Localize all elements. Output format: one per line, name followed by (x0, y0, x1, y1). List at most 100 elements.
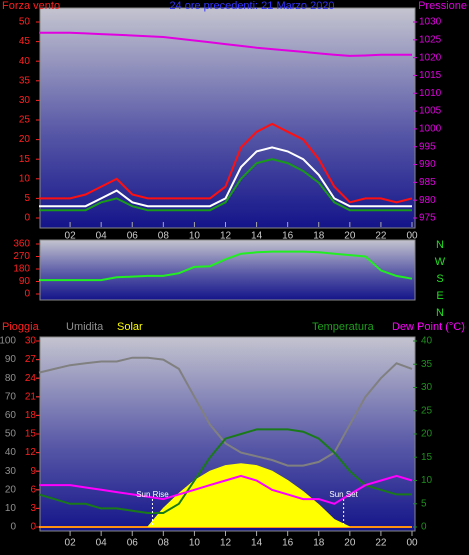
y-tick-label: 15 (19, 154, 31, 165)
series-line (39, 474, 413, 505)
y2-tick-label: 15 (421, 452, 433, 463)
y-tick-label: 35 (19, 75, 31, 86)
x-tick-label: 22 (375, 538, 387, 549)
x-tick-label: 02 (65, 538, 77, 549)
panel-direction (39, 239, 416, 301)
compass-label: N (436, 307, 444, 319)
y3-tick-label: 9 (30, 466, 36, 477)
y2-tick-label: 1005 (419, 106, 442, 117)
x-tick-label: 16 (282, 538, 294, 549)
y-tick-label: 25 (19, 115, 31, 126)
y2-tick-label: 1015 (419, 70, 442, 81)
legend-label: Pioggia (2, 321, 40, 333)
x-tick-label: 04 (96, 538, 108, 549)
series-line (39, 122, 413, 204)
compass-label: S (436, 273, 443, 285)
y-tick-label: 70 (5, 391, 17, 402)
wind-label: Forza vento (2, 0, 60, 12)
y3-tick-label: 21 (25, 391, 37, 402)
x-tick-label: 14 (251, 231, 263, 242)
x-tick-label: 22 (375, 231, 387, 242)
y-tick-label: 0 (24, 213, 30, 224)
y-tick-label: 5 (24, 193, 30, 204)
compass-label: N (436, 239, 444, 251)
y2-tick-label: 35 (421, 359, 433, 370)
series-line (38, 356, 413, 467)
annotation: Sun Rise (136, 490, 169, 499)
y3-tick-label: 27 (25, 354, 37, 365)
chart-title: 24 ore precedenti: 21 Marzo 2020 (169, 0, 334, 12)
y2-tick-label: 1000 (419, 124, 442, 135)
x-tick-label: 06 (127, 538, 139, 549)
x-tick-label: 08 (158, 538, 170, 549)
pressure-label: Pressione (418, 0, 467, 12)
y3-tick-label: 0 (30, 522, 36, 533)
y2-tick-label: 30 (421, 382, 433, 393)
y-tick-label: 40 (19, 56, 31, 67)
y-tick-label: 30 (5, 466, 17, 477)
compass-label: W (435, 256, 446, 268)
series-line (39, 31, 412, 57)
x-tick-label: 20 (344, 538, 356, 549)
y-tick-label: 80 (5, 373, 17, 384)
series-line (39, 250, 413, 282)
y-tick-label: 30 (19, 95, 31, 106)
x-tick-label: 12 (220, 538, 232, 549)
y2-tick-label: 10 (421, 475, 433, 486)
x-tick-label: 10 (189, 538, 201, 549)
y-tick-label: 0 (24, 289, 30, 300)
series-line (39, 158, 412, 212)
y3-tick-label: 24 (25, 373, 37, 384)
y2-tick-label: 1010 (419, 88, 442, 99)
y2-tick-label: 25 (421, 405, 433, 416)
x-tick-label: 14 (251, 538, 263, 549)
y2-tick-label: 990 (419, 159, 436, 170)
y3-tick-label: 15 (25, 429, 37, 440)
y2-tick-label: 975 (419, 213, 436, 224)
y2-tick-label: 5 (421, 498, 427, 509)
x-tick-label: 00 (406, 538, 418, 549)
y-tick-label: 50 (5, 429, 17, 440)
x-tick-label: 00 (406, 231, 418, 242)
legend-label: Solar (117, 321, 143, 333)
y-tick-label: 90 (5, 354, 17, 365)
y3-tick-label: 18 (25, 410, 37, 421)
y2-tick-label: 0 (421, 522, 427, 533)
legend-label: Umidita (66, 321, 104, 333)
y-tick-label: 90 (19, 276, 31, 287)
y2-tick-label: 20 (421, 429, 433, 440)
y-tick-label: 60 (5, 410, 17, 421)
y-tick-label: 180 (13, 264, 30, 275)
y3-tick-label: 30 (25, 336, 37, 347)
y3-tick-label: 12 (25, 447, 37, 458)
y3-tick-label: 6 (30, 484, 36, 495)
y-tick-label: 270 (13, 251, 30, 262)
x-tick-label: 18 (313, 538, 325, 549)
x-tick-label: 16 (282, 231, 294, 242)
y-tick-label: 10 (5, 503, 17, 514)
series-area (39, 463, 412, 528)
y3-tick-label: 3 (30, 503, 36, 514)
legend-label: Temperatura (312, 321, 375, 333)
series-line (38, 428, 412, 514)
y-tick-label: 50 (19, 17, 31, 28)
y-tick-label: 0 (10, 522, 16, 533)
y2-tick-label: 1020 (419, 52, 442, 63)
legend-label: Dew Point (°C) (392, 321, 465, 333)
y-tick-label: 45 (19, 36, 31, 47)
y2-tick-label: 995 (419, 141, 436, 152)
x-tick-label: 12 (220, 231, 232, 242)
x-tick-label: 10 (189, 231, 201, 242)
y-tick-label: 20 (5, 484, 17, 495)
y2-tick-label: 980 (419, 195, 436, 206)
x-tick-label: 06 (127, 231, 139, 242)
y2-tick-label: 1030 (419, 17, 442, 28)
x-tick-label: 08 (158, 231, 170, 242)
x-tick-label: 20 (344, 231, 356, 242)
x-tick-label: 18 (313, 231, 325, 242)
series-line (39, 146, 412, 208)
y-tick-label: 20 (19, 134, 31, 145)
x-tick-label: 04 (96, 231, 108, 242)
y-tick-label: 10 (19, 173, 31, 184)
